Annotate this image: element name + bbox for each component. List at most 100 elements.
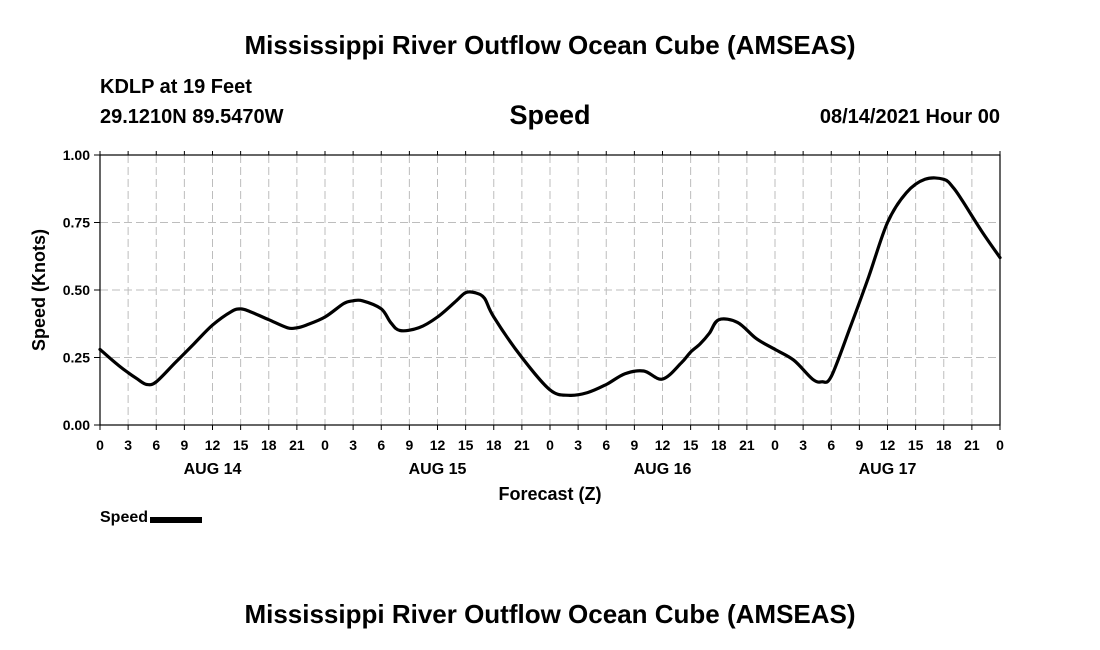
x-tick-label: 18 <box>711 437 727 453</box>
x-tick-label: 9 <box>180 437 188 453</box>
data-point <box>492 315 495 319</box>
y-tick-label: 0.25 <box>63 350 90 366</box>
x-day-label: AUG 16 <box>634 461 692 478</box>
x-tick-label: 15 <box>233 437 249 453</box>
x-tick-label: 21 <box>289 437 305 453</box>
data-point <box>773 348 777 351</box>
data-point <box>267 318 270 321</box>
y-tick-label: 1.00 <box>63 147 90 163</box>
data-point <box>145 383 149 386</box>
data-point <box>623 372 627 375</box>
x-tick-label: 6 <box>827 437 835 453</box>
data-point <box>520 356 524 359</box>
x-tick-label: 3 <box>124 437 132 453</box>
page-title: Mississippi River Outflow Ocean Cube (AM… <box>244 30 856 60</box>
data-point <box>942 178 945 181</box>
x-tick-label: 0 <box>96 437 104 453</box>
data-point <box>886 221 889 224</box>
data-point <box>342 302 345 305</box>
x-tick-label: 15 <box>458 437 474 453</box>
x-tick-label: 12 <box>880 437 896 453</box>
y-axis-label: Speed (Knots) <box>29 229 49 351</box>
data-point <box>305 323 308 327</box>
data-point <box>586 391 589 394</box>
data-point <box>661 377 664 381</box>
data-point <box>811 377 814 381</box>
data-point <box>455 299 458 302</box>
data-point <box>905 191 908 194</box>
data-point <box>483 296 486 300</box>
data-point <box>464 291 467 294</box>
data-point <box>136 377 139 381</box>
data-point <box>755 337 758 340</box>
data-point <box>961 199 964 203</box>
data-point <box>323 315 327 319</box>
y-tick-label: 0.00 <box>63 417 90 433</box>
data-point <box>389 321 392 324</box>
data-point <box>211 323 214 327</box>
x-tick-label: 21 <box>514 437 530 453</box>
x-day-label: AUG 14 <box>184 461 242 478</box>
data-point <box>239 307 242 311</box>
station-coordinates: 29.1210N 89.5470W <box>100 106 284 128</box>
x-axis-label: Forecast (Z) <box>498 484 601 504</box>
data-point <box>295 326 299 329</box>
data-point <box>830 375 833 378</box>
data-point <box>230 310 233 313</box>
data-point <box>792 359 795 362</box>
data-point <box>605 383 608 386</box>
y-tick-label: 0.50 <box>63 282 90 298</box>
forecast-datetime: 08/14/2021 Hour 00 <box>819 106 1000 128</box>
x-tick-label: 12 <box>205 437 221 453</box>
data-point <box>642 369 645 373</box>
legend-label: Speed <box>100 509 149 526</box>
x-tick-label: 3 <box>799 437 807 453</box>
x-day-label: AUG 17 <box>859 461 917 478</box>
data-point <box>173 361 177 365</box>
station-label: KDLP at 19 Feet <box>100 76 252 98</box>
x-tick-label: 9 <box>630 437 638 453</box>
x-tick-label: 15 <box>683 437 699 453</box>
data-point <box>736 321 739 324</box>
x-tick-label: 6 <box>152 437 160 453</box>
x-tick-label: 15 <box>908 437 924 453</box>
x-tick-label: 21 <box>739 437 755 453</box>
data-point <box>286 326 289 329</box>
footer-title: Mississippi River Outflow Ocean Cube (AM… <box>244 599 856 629</box>
data-point <box>689 350 692 354</box>
data-point <box>351 299 355 302</box>
x-tick-label: 18 <box>486 437 502 453</box>
data-point <box>98 348 102 351</box>
x-tick-label: 0 <box>771 437 779 453</box>
x-tick-label: 6 <box>602 437 610 453</box>
x-tick-label: 12 <box>430 437 446 453</box>
data-point <box>567 394 570 397</box>
data-point <box>155 380 158 383</box>
data-point <box>951 186 955 189</box>
x-tick-label: 18 <box>936 437 952 453</box>
data-point <box>698 342 702 346</box>
x-tick-label: 21 <box>964 437 980 453</box>
x-tick-label: 0 <box>546 437 554 453</box>
data-point <box>398 329 402 332</box>
data-point <box>380 307 383 311</box>
x-tick-label: 3 <box>349 437 357 453</box>
x-day-label: AUG 15 <box>409 461 467 478</box>
data-point <box>923 178 927 181</box>
data-point <box>248 310 252 313</box>
data-point <box>361 299 364 302</box>
data-point <box>708 332 711 335</box>
data-point <box>848 326 852 329</box>
x-tick-label: 9 <box>855 437 863 453</box>
y-tick-label: 0.75 <box>63 215 90 231</box>
data-point <box>436 315 439 319</box>
data-point <box>192 342 195 346</box>
x-tick-label: 0 <box>321 437 329 453</box>
data-point <box>417 326 420 329</box>
data-point <box>820 380 824 383</box>
x-tick-label: 12 <box>655 437 671 453</box>
chart-title: Speed <box>509 100 591 130</box>
x-tick-label: 3 <box>574 437 582 453</box>
data-point <box>717 318 720 321</box>
data-point <box>680 361 683 365</box>
